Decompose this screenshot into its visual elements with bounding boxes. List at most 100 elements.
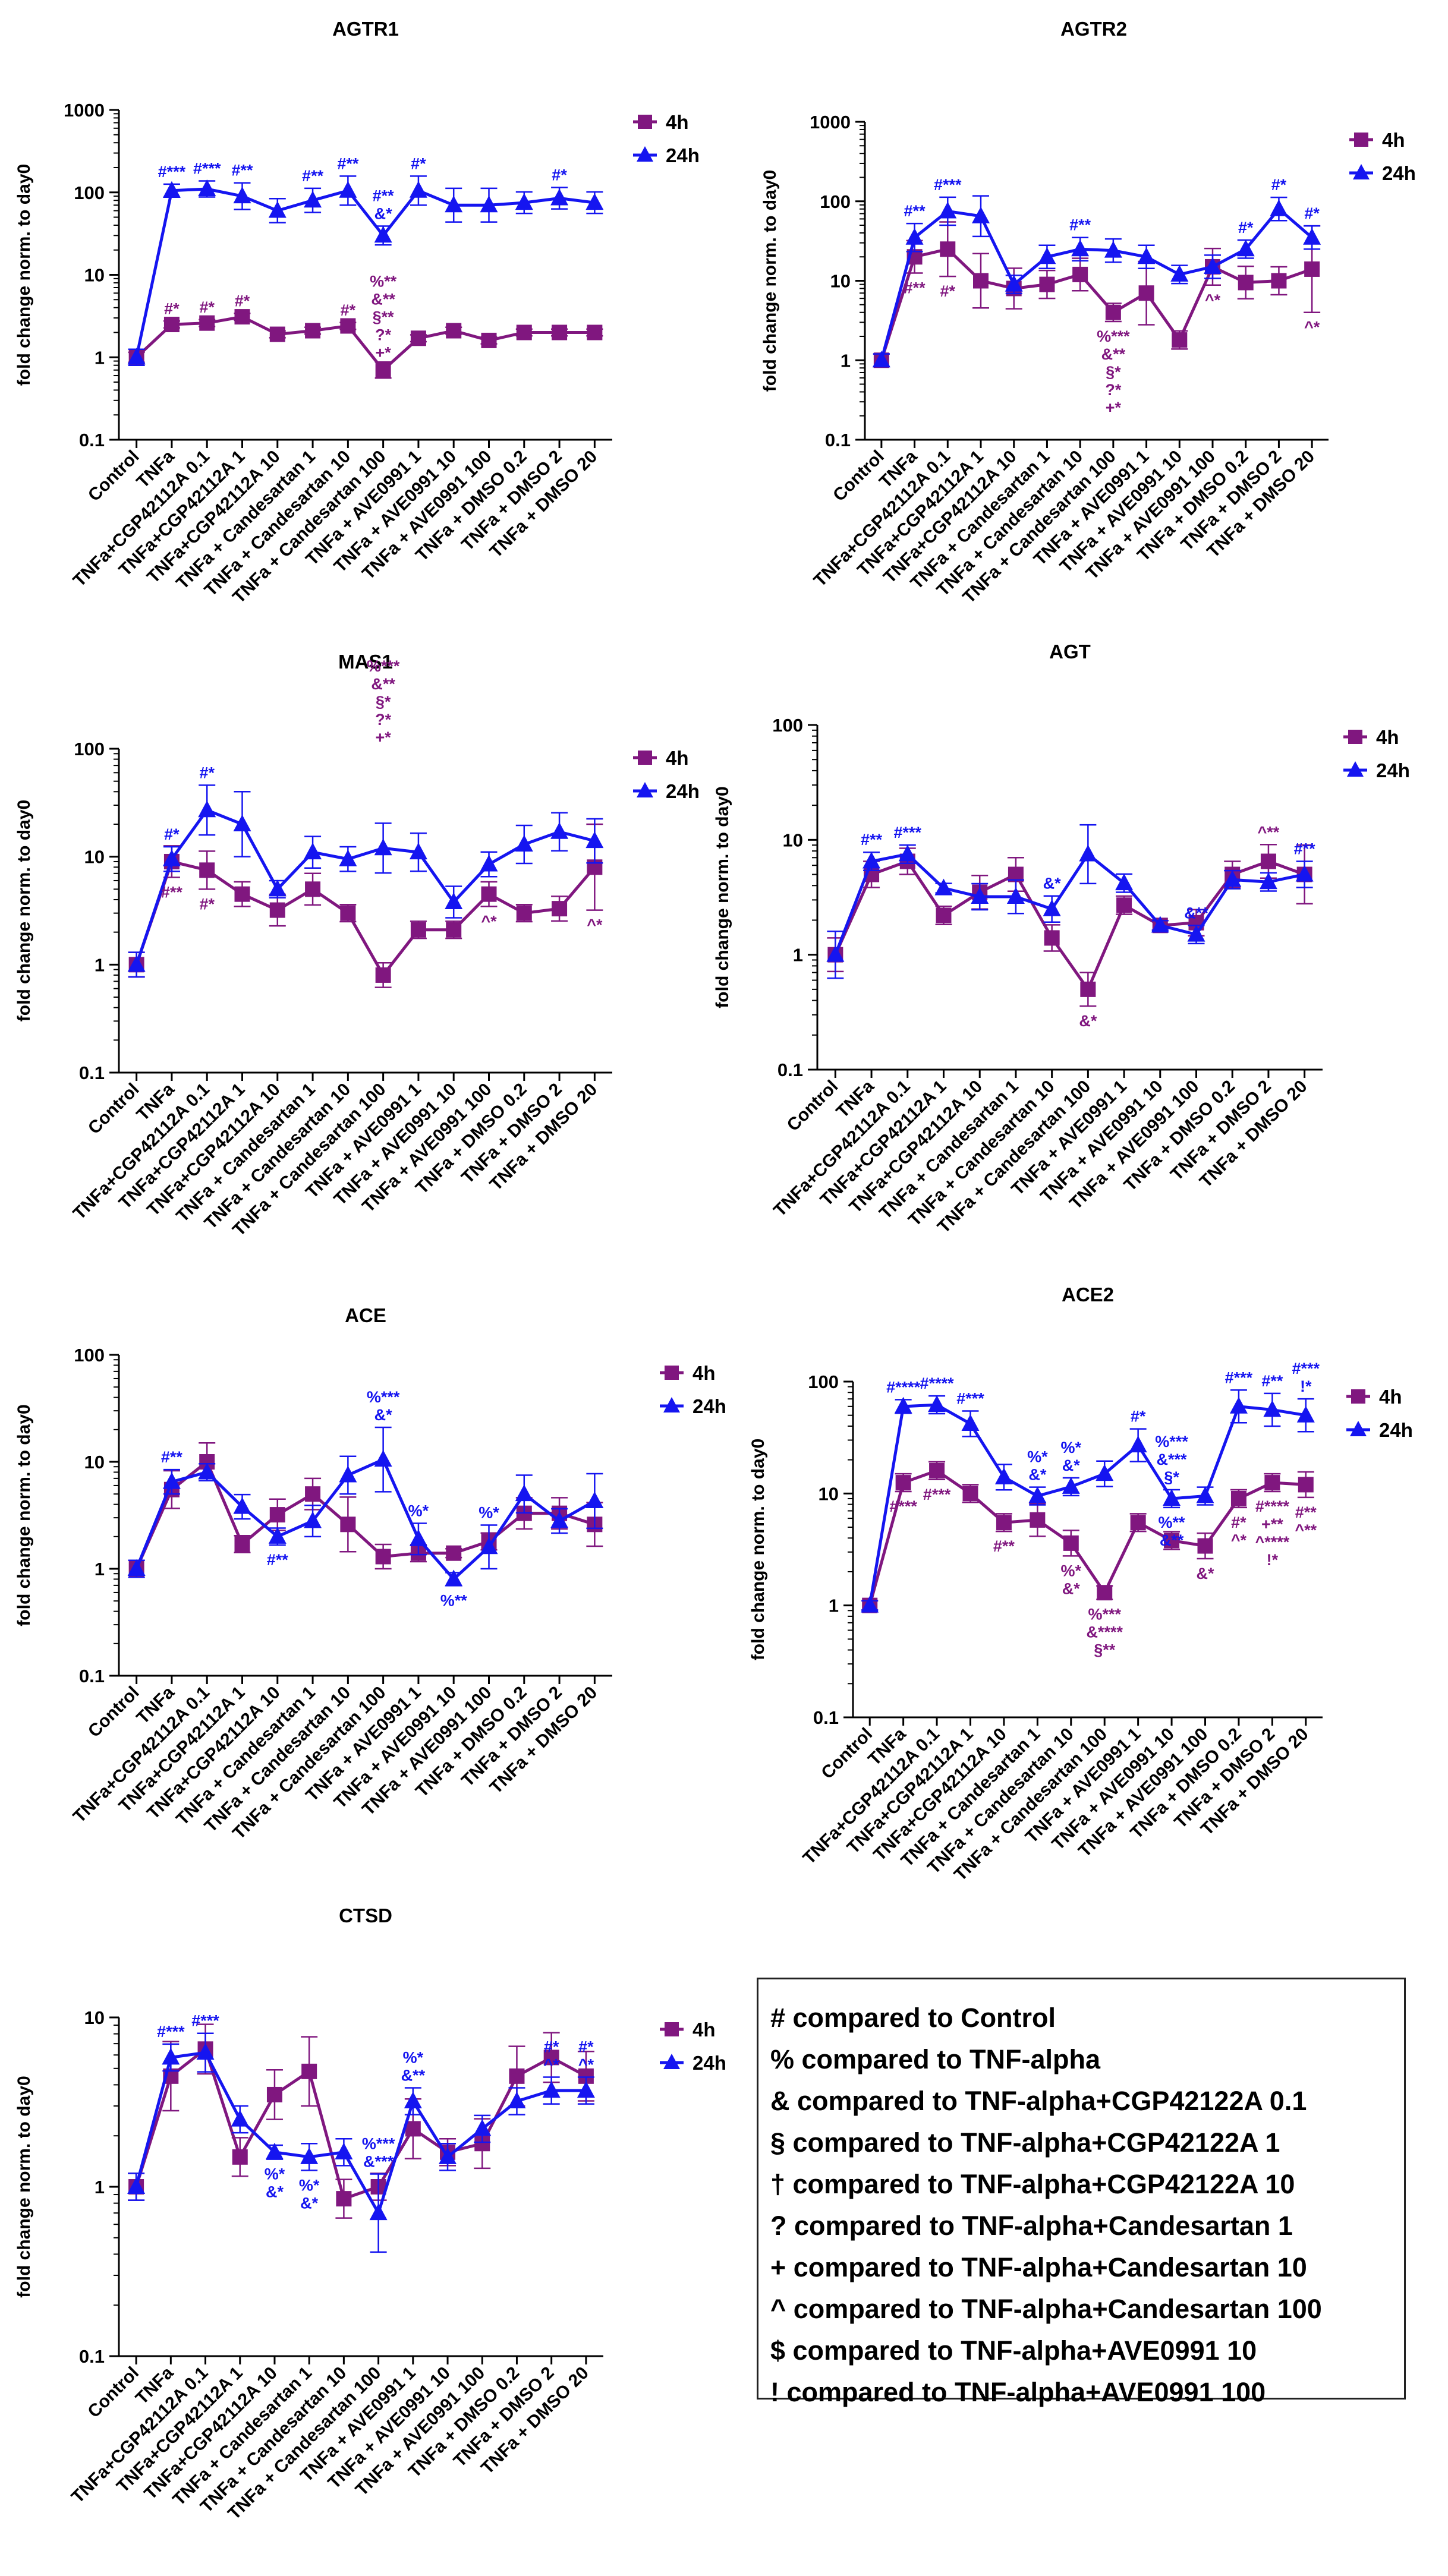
y-tick-label: 1000 [64,100,105,121]
data-point-triangle [445,893,463,910]
series-24h [127,1426,604,1587]
legend-24h-label: 24h [1379,1419,1413,1441]
legend: 4h 24h [633,747,700,802]
y-tick-label: 100 [808,1371,839,1392]
legend-4h-label: 4h [1379,1386,1402,1408]
significance-line: &** [1184,904,1208,922]
data-point-triangle [480,855,498,872]
significance-label: #* [1238,219,1254,237]
significance-label: #* [1271,176,1287,194]
significance-line: &* [1079,1012,1097,1030]
significance-line: §* [1164,1468,1179,1486]
data-point-triangle [928,1395,946,1412]
y-tick-label: 10 [783,830,803,850]
y-tick-label: 1 [841,350,851,371]
significance-label: #** ^** [1295,1503,1317,1539]
data-point-square [1238,275,1254,291]
y-tick-label: 10 [819,1483,839,1504]
significance-line: #** [1069,216,1091,234]
significance-line: ?* [375,326,391,344]
significance-line: #* [199,298,215,316]
legend: 4h 24h [1349,129,1416,184]
significance-line: #*** [193,160,221,178]
y-tick-label: 100 [74,739,105,759]
data-point-triangle [1229,1396,1248,1414]
y-axis-label: fold change norm. to day0 [14,2076,34,2297]
significance-label: ^* [1205,291,1221,309]
significance-line: #**** [920,1374,955,1392]
significance-line: !* [1300,1377,1312,1395]
significance-line: #* [1271,176,1287,194]
significance-line: &** [371,675,395,693]
data-point-square [895,1475,911,1491]
significance-line: §** [373,308,395,326]
y-axis-label: fold change norm. to day0 [713,786,732,1008]
data-point-triangle [894,1396,912,1414]
data-point-triangle [198,179,216,197]
data-point-triangle [939,201,957,219]
data-point-triangle [127,2177,146,2194]
significance-label: %** [440,1591,468,1609]
y-tick-label: 0.1 [79,1666,105,1686]
significance-label: #* ^* [544,2038,560,2073]
data-point-triangle [127,348,146,365]
significance-line: #* [164,299,180,317]
data-point-square [543,2050,559,2066]
significance-label: %*** &*** §* [1155,1433,1188,1486]
data-point-triangle [577,2081,595,2098]
significance-line: %*** [1097,327,1130,345]
significance-label: #* ^* [578,2038,594,2073]
significance-line: #* [411,155,426,172]
significance-label: ^* [481,912,497,930]
legend-4h-label: 4h [692,1362,716,1384]
key-line-cgp-10: † compared to TNF-alpha+CGP42122A 10 [770,2169,1295,2199]
data-point-square [1072,266,1088,282]
key-line-candesartan-100: ^ compared to TNF-alpha+Candesartan 100 [770,2294,1322,2324]
data-point-square [410,330,426,346]
significance-annotations: #* #* %*** &** §* ?* +* #** #* ^* ^* [161,657,603,934]
y-tick-label: 10 [84,1452,105,1473]
significance-line: ^* [1304,319,1320,336]
significance-line: #** [1261,1372,1283,1390]
data-point-square [375,1549,391,1565]
data-point-triangle [409,843,427,860]
significance-label: #* [164,299,180,317]
y-tick-label: 100 [74,1345,105,1366]
significance-label: #** [1069,216,1091,234]
legend: 4h 24h [660,2019,726,2074]
data-point-square [552,324,568,340]
data-point-triangle [1303,228,1321,245]
significance-line: &* [1028,1466,1046,1484]
legend-4h-marker [1354,133,1368,147]
significance-line: #* [552,166,567,184]
data-point-triangle [127,1559,146,1576]
legend-24h-marker [637,146,653,162]
significance-line: #** [337,155,359,172]
significance-line: #**** [886,1378,921,1396]
data-point-triangle [339,181,357,198]
data-point-square [552,901,568,917]
significance-line: %* [1061,1562,1082,1579]
legend-24h-label: 24h [666,144,700,166]
significance-line: ^* [481,912,497,930]
significance-label: %*** &* [367,1388,400,1424]
significance-line: §** [1094,1641,1116,1659]
significance-label: #* [1131,1408,1146,1426]
data-point-square [234,309,250,325]
data-point-square [1130,1515,1146,1531]
significance-line: %* [299,2176,320,2194]
significance-line: #** [1295,1503,1317,1521]
data-point-triangle [515,193,533,210]
y-tick-label: 100 [772,715,803,736]
significance-line: &** [1101,345,1126,363]
data-point-triangle [872,351,890,368]
data-point-square [1030,1512,1046,1528]
data-point-square [1138,285,1154,301]
data-point-square [1298,1477,1314,1493]
significance-label: %** &** §** ?* +* [370,273,397,362]
significance-line: #*** [191,2012,219,2030]
chart-title: CTSD [339,1905,392,1927]
significance-line: %* [479,1504,499,1522]
significance-label: #* [235,292,250,310]
significance-line: #** [373,187,395,204]
